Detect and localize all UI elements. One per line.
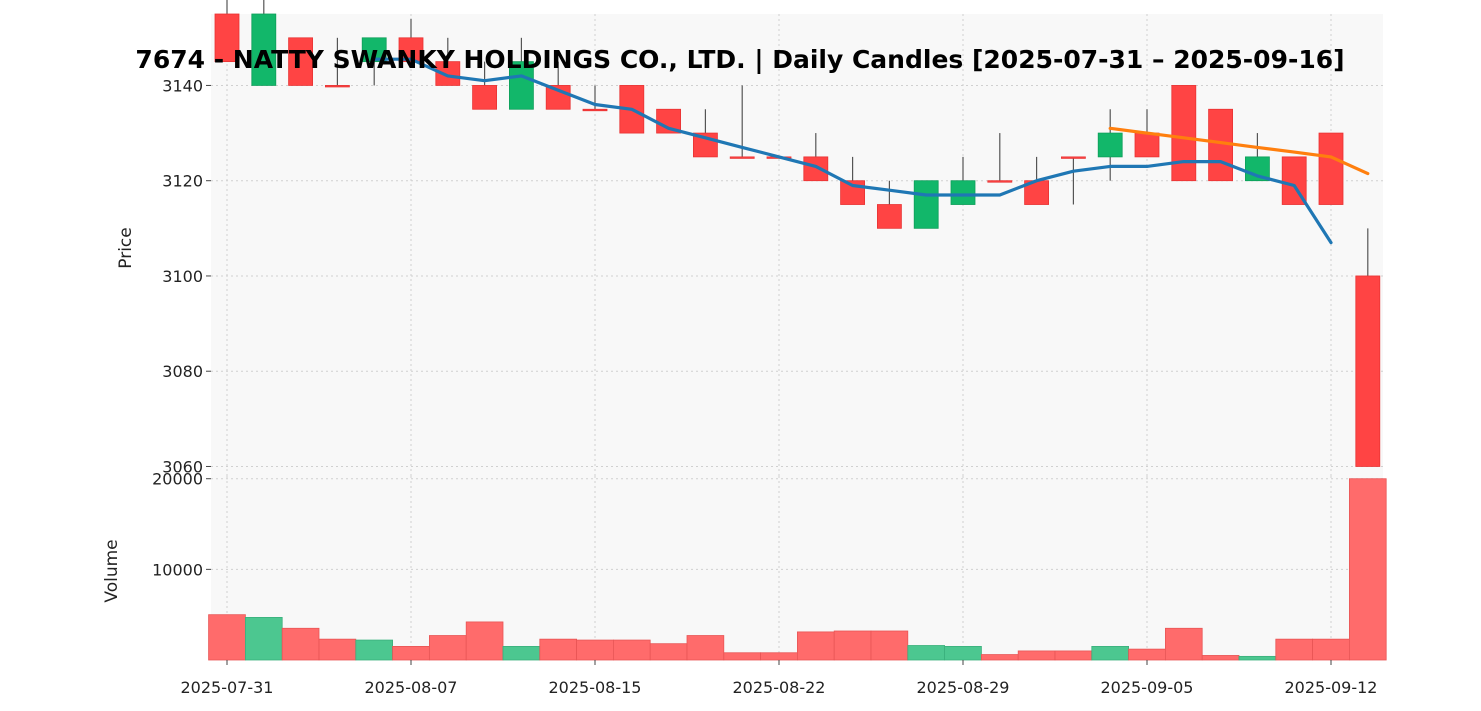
volume-bar [649, 643, 688, 661]
volume-bar [1312, 638, 1350, 661]
candle-body [950, 180, 976, 205]
candle-body [1318, 132, 1344, 205]
price-panel [211, 14, 1383, 476]
candles [214, 0, 1381, 467]
x-tick-label: 2025-07-31 [181, 678, 274, 697]
grid [211, 14, 1383, 660]
chart-title: 7674 - NATTY SWANKY HOLDINGS CO., LTD. |… [135, 45, 1344, 74]
volume-bar [428, 635, 467, 661]
candle-body [729, 156, 755, 159]
candle-body [913, 180, 939, 229]
candle-body [435, 61, 461, 86]
volume-bar [1201, 655, 1240, 661]
volume-bar [1165, 627, 1203, 661]
volume-bar [465, 621, 504, 661]
candle-body [1355, 275, 1381, 467]
volume-bar [244, 616, 283, 661]
volume-bar [1017, 650, 1056, 661]
volume-bar [281, 627, 320, 661]
candle-body [361, 37, 387, 63]
volume-panel [211, 476, 1383, 660]
volume-bar [981, 654, 1019, 661]
x-tick-label: 2025-08-15 [549, 678, 642, 697]
price-tick-label: 3080 [162, 362, 203, 381]
volume-bar [907, 645, 945, 661]
candle-body [398, 37, 424, 63]
candle-body [251, 13, 277, 86]
candle-body [1061, 156, 1086, 159]
volume-bar [318, 638, 357, 661]
candle-body [803, 156, 829, 182]
volume-tick-label: 20000 [152, 470, 203, 489]
candle-body [582, 108, 608, 112]
volume-axis-label: Volume [102, 539, 122, 602]
x-tick-label: 2025-08-07 [365, 678, 458, 697]
volume-bar [1091, 646, 1130, 661]
price-axis-label: Price [116, 227, 136, 268]
volume-tick-label: 10000 [152, 560, 203, 579]
volume-bar [1349, 478, 1387, 661]
ma-short-line [372, 57, 1333, 245]
price-tick-label: 3120 [162, 172, 203, 191]
volume-bar [723, 652, 761, 661]
volume-bar [1238, 655, 1277, 661]
candle-body [1134, 132, 1160, 158]
volume-bar [502, 646, 541, 661]
x-tick-label: 2025-08-22 [733, 678, 826, 697]
ma-long-line [1108, 126, 1370, 176]
candle-body [877, 204, 902, 229]
volume-bar [870, 630, 909, 661]
price-tick-label: 3060 [162, 457, 203, 476]
volume-bar [686, 635, 725, 661]
candle-body [508, 61, 534, 110]
price-tick-label: 3100 [162, 267, 203, 286]
axis-ticks: 3060 3080 3100 3120 3140 10000 20000 2025-07-31… [152, 76, 1377, 697]
moving-averages [372, 57, 1370, 245]
candle-body [472, 85, 498, 110]
volume-bar [760, 652, 798, 661]
volume-bar [392, 646, 430, 661]
volume-bar [1275, 638, 1314, 661]
volume-bar [833, 630, 872, 661]
x-tick-label: 2025-09-05 [1101, 678, 1194, 697]
volume-bar [539, 638, 577, 661]
volume-bar [1128, 648, 1166, 661]
volume-bar [208, 614, 246, 661]
x-tick-label: 2025-08-29 [917, 678, 1010, 697]
candle-body [987, 180, 1013, 183]
x-tick-label: 2025-09-12 [1285, 678, 1378, 697]
candle-body [214, 13, 240, 63]
volume-bar [613, 639, 651, 661]
volume-bar [355, 639, 393, 661]
candle-body [1171, 85, 1197, 182]
volume-bar [797, 631, 835, 661]
volume-bar [1054, 650, 1093, 661]
price-tick-label: 3140 [162, 76, 203, 95]
candle-body [1097, 132, 1123, 158]
candle-body [324, 85, 350, 88]
volume-bar [576, 639, 614, 661]
candle-body [288, 37, 314, 86]
volume-bar [944, 646, 982, 661]
